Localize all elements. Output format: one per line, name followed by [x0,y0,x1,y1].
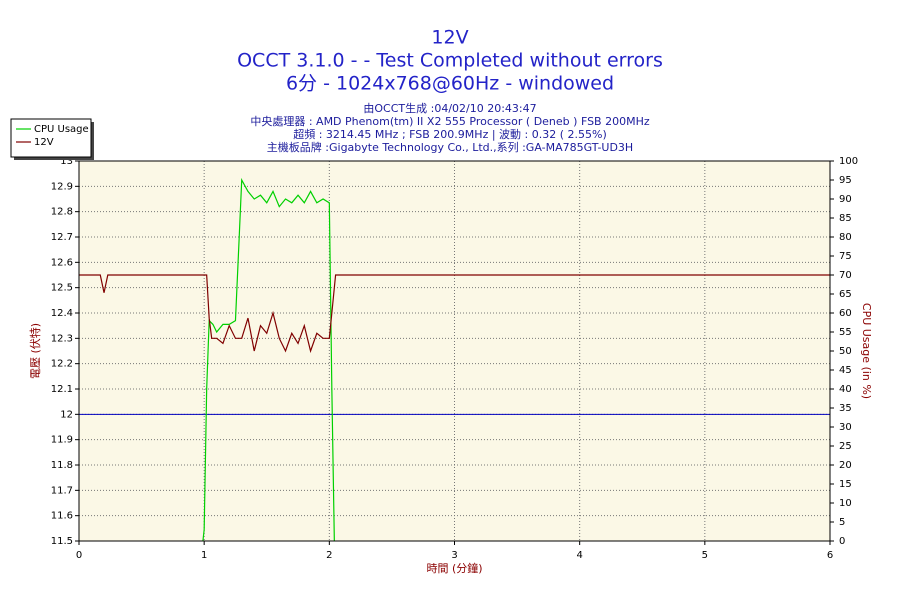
y2-tick-label: 100 [839,156,858,167]
x-axis-label: 時間 (分鐘) [426,561,482,575]
y2-tick-label: 20 [839,460,852,471]
y-tick-label: 12.8 [51,207,73,218]
chart-title: 12V [431,27,468,49]
chart-subtitle: OCCT 3.1.0 - - Test Completed without er… [237,50,663,72]
y-tick-label: 11.9 [51,435,73,446]
legend-box [10,118,92,158]
y2-tick-label: 35 [839,403,852,414]
legend-label: 12V [34,137,54,148]
y-tick-label: 12.4 [51,308,73,319]
x-tick-label: 3 [451,550,457,561]
series-line [202,177,335,542]
y2-tick-label: 55 [839,327,852,338]
y2-tick-label: 95 [839,175,852,186]
y2-tick-label: 50 [839,346,852,357]
y-tick-label: 12 [60,409,73,420]
x-tick-label: 2 [326,550,332,561]
y-tick-label: 12.2 [51,359,73,370]
x-tick-label: 1 [201,550,207,561]
y2-tick-label: 0 [839,536,845,547]
y-tick-label: 11.5 [51,536,73,547]
info-line: 中央處理器 : AMD Phenom(tm) II X2 555 Process… [250,114,650,128]
y-tick-label: 11.6 [51,511,73,522]
y-tick-label: 12.7 [51,232,73,243]
x-tick-label: 6 [827,550,833,561]
info-line: 超頻 : 3214.45 MHz ; FSB 200.9MHz | 波動 : 0… [293,127,607,141]
y2-tick-label: 90 [839,194,852,205]
y-tick-label: 11.7 [51,485,73,496]
y2-tick-label: 75 [839,251,852,262]
y2-tick-label: 40 [839,384,852,395]
y2-tick-label: 65 [839,289,852,300]
y2-tick-label: 15 [839,479,852,490]
legend-label: CPU Usage [34,124,89,135]
y2-tick-label: 5 [839,517,845,528]
x-tick-label: 4 [576,550,582,561]
y2-axis-label: CPU Usage (in %) [860,303,873,399]
y-tick-label: 12.5 [51,283,73,294]
y2-tick-label: 80 [839,232,852,243]
plot-frame [78,160,831,542]
y-tick-label: 12.3 [51,333,73,344]
chart-subtitle: 6分 - 1024x768@60Hz - windowed [286,73,614,95]
y2-tick-label: 60 [839,308,852,319]
y-tick-label: 12.6 [51,257,73,268]
y-tick-label: 12.9 [51,181,73,192]
x-tick-label: 5 [702,550,708,561]
info-line: 由OCCT生成 :04/02/10 20:43:47 [363,101,536,115]
info-line: 主機板品牌 :Gigabyte Technology Co., Ltd.,系列 … [267,140,633,154]
y-tick-label: 11.8 [51,460,73,471]
y2-tick-label: 30 [839,422,852,433]
y2-tick-label: 10 [839,498,852,509]
y2-tick-label: 45 [839,365,852,376]
y-axis-label: 電壓 (伏特) [28,323,42,379]
series-line [79,274,830,354]
x-tick-label: 0 [76,550,82,561]
y-tick-label: 12.1 [51,384,73,395]
y-tick-label: 13 [60,156,73,167]
y2-tick-label: 25 [839,441,852,452]
y2-tick-label: 70 [839,270,852,281]
y2-tick-label: 85 [839,213,852,224]
